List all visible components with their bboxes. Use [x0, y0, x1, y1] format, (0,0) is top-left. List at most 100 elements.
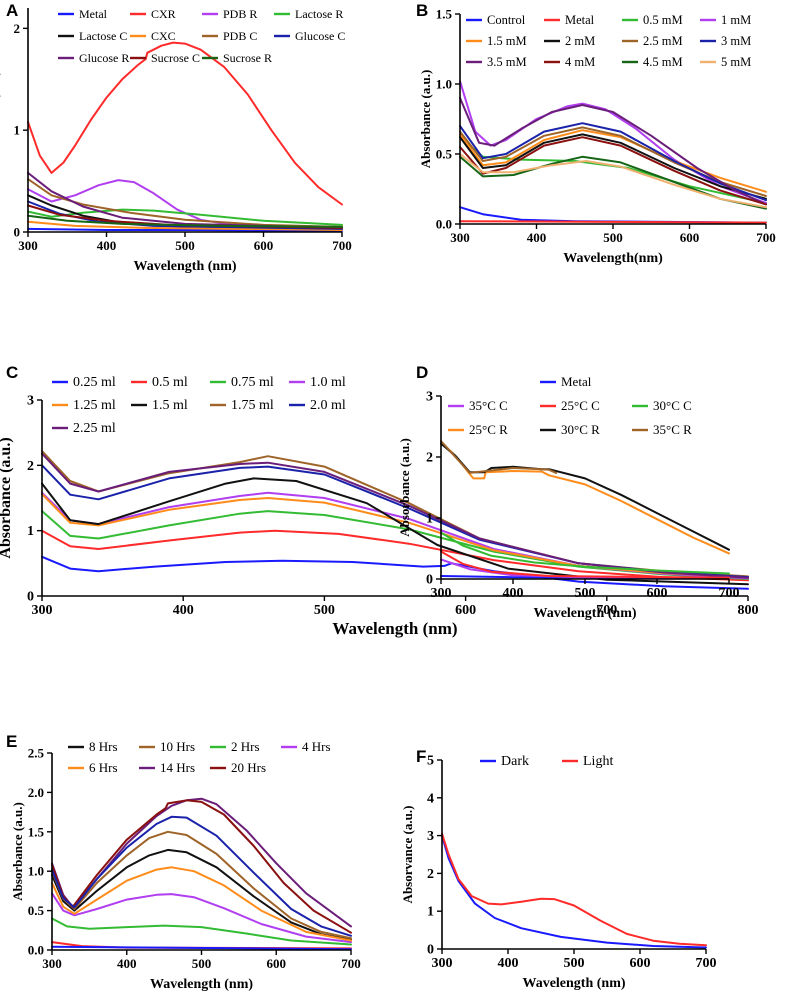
- legend-label: 2.5 mM: [643, 34, 683, 48]
- legend-label: 1.5 ml: [152, 398, 188, 413]
- legend-item: Glucose C: [274, 29, 345, 43]
- x-tick-label: 600: [254, 238, 274, 253]
- y-axis-title: Absorbance (a.u.): [0, 71, 1, 170]
- legend-item: Lactose C: [58, 29, 127, 43]
- series-line-dark: [442, 836, 706, 948]
- y-tick-label: 0: [14, 225, 21, 240]
- legend-label: Metal: [565, 13, 595, 27]
- x-tick-label: 600: [630, 956, 651, 971]
- legend-label: 6 Hrs: [89, 760, 118, 775]
- legend-label: 0.75 ml: [231, 375, 274, 390]
- y-tick-label: 1: [427, 905, 434, 920]
- x-tick-label: 600: [455, 603, 476, 618]
- x-axis-title: Wavelength(nm): [563, 251, 663, 266]
- x-tick-label: 300: [18, 238, 38, 253]
- legend-item: 35°C R: [632, 422, 692, 437]
- legend-item: 4 mM: [544, 55, 595, 69]
- legend-label: Control: [487, 13, 526, 27]
- legend-label: 1 mM: [721, 13, 751, 27]
- y-tick-label: 0: [27, 590, 34, 605]
- series-line-25-c-r: [441, 442, 729, 554]
- legend-item: Glucose R: [58, 51, 129, 65]
- chart-panel-c: C300 400 500 600 700 8000123Wavelength (nm)Ab…: [0, 363, 759, 638]
- legend-item: CXC: [130, 29, 176, 43]
- series-line-control: [52, 947, 351, 949]
- legend-item: 0.75 ml: [210, 375, 274, 390]
- y-tick-label: 5: [427, 754, 434, 769]
- panel-label: C: [6, 363, 18, 382]
- legend-label: 30°C C: [653, 398, 692, 413]
- legend-item: 2 Hrs: [210, 739, 260, 754]
- legend: Metal CXR PDB R Lactose RLactose C CXC PDB CG…: [58, 7, 345, 65]
- legend-label: 4 Hrs: [302, 739, 331, 754]
- legend-label: 35°C R: [653, 422, 692, 437]
- y-tick-label: 1.0: [28, 864, 44, 879]
- legend: 8 Hrs 10 Hrs 2 Hrs 4 Hrs 6 Hrs 14 Hrs 20 Hrs: [68, 739, 331, 775]
- legend-label: Lactose R: [295, 7, 343, 21]
- x-tick-label: 500: [314, 603, 335, 618]
- y-tick-label: 3: [27, 394, 34, 409]
- y-tick-label: 1.5: [436, 7, 453, 22]
- legend-label: 0.5 mM: [643, 13, 683, 27]
- legend-label: 1.75 ml: [231, 398, 274, 413]
- legend-item: 4.5 mM: [622, 55, 683, 69]
- series-line-4-mm: [460, 137, 766, 204]
- legend-label: 20 Hrs: [231, 760, 266, 775]
- legend-label: Sucrose C: [151, 51, 200, 65]
- legend-item: Light: [562, 754, 613, 769]
- series-line-light: [442, 834, 706, 946]
- legend-item: CXR: [130, 7, 176, 21]
- legend-label: 25°C C: [561, 398, 600, 413]
- legend-label: 8 Hrs: [89, 739, 118, 754]
- x-tick-label: 700: [756, 230, 776, 245]
- legend-item: Metal: [544, 13, 595, 27]
- x-tick-label: 600: [680, 230, 700, 245]
- legend: Control Metal 0.5 mM 1 mM1.5 mM 2 mM 2.5 mM 3 …: [466, 13, 751, 69]
- x-tick-label: 500: [192, 956, 212, 971]
- legend-item: 2.5 mM: [622, 34, 683, 48]
- y-tick-label: 2: [427, 867, 434, 882]
- legend-item: 3 mM: [700, 34, 751, 48]
- x-tick-label: 600: [647, 586, 668, 601]
- legend-item: 2.25 ml: [52, 421, 116, 436]
- x-tick-label: 700: [332, 238, 352, 253]
- legend-label: 1.25 ml: [73, 398, 116, 413]
- series-line-20-hrs: [52, 800, 351, 932]
- legend-label: 3 mM: [721, 34, 751, 48]
- legend-item: 1.75 ml: [210, 398, 274, 413]
- y-tick-label: 0: [426, 573, 433, 588]
- legend-label: 14 Hrs: [160, 760, 195, 775]
- legend-item: 3.5 mM: [466, 55, 527, 69]
- x-tick-label: 500: [564, 956, 585, 971]
- x-tick-label: 600: [267, 956, 287, 971]
- legend-item: Sucrose R: [202, 51, 272, 65]
- legend-label: 4 mM: [565, 55, 595, 69]
- legend-item: 30°C R: [540, 422, 600, 437]
- legend-label: 3.5 mM: [487, 55, 527, 69]
- legend: Dark Light: [480, 754, 613, 769]
- x-tick-label: 400: [173, 603, 194, 618]
- x-tick-label: 400: [527, 230, 547, 245]
- legend-item: 25°C R: [448, 422, 508, 437]
- legend-label: 2 Hrs: [231, 739, 260, 754]
- y-tick-label: 1: [27, 524, 34, 539]
- x-tick-label: 500: [175, 238, 195, 253]
- y-tick-label: 2.0: [28, 785, 44, 800]
- series-line-control: [460, 207, 766, 222]
- y-tick-label: 0.5: [436, 147, 453, 162]
- y-axis-title: Absorbance (a.u.): [397, 438, 412, 537]
- legend-item: 4 Hrs: [281, 739, 331, 754]
- series-line-2-0-ml: [42, 465, 748, 577]
- legend-item: 2 mM: [544, 34, 595, 48]
- x-axis-title: Wavelength (nm): [133, 259, 236, 274]
- legend-label: 4.5 mM: [643, 55, 683, 69]
- legend-label: 30°C R: [561, 422, 600, 437]
- legend-item: 10 Hrs: [139, 739, 195, 754]
- legend-item: Dark: [480, 754, 529, 769]
- legend-item: 1.5 ml: [131, 398, 188, 413]
- x-tick-label: 400: [117, 956, 137, 971]
- legend-item: 1.0 ml: [289, 375, 346, 390]
- y-tick-label: 0.0: [28, 943, 44, 958]
- legend-label: Glucose R: [79, 51, 129, 65]
- x-tick-label: 500: [575, 586, 596, 601]
